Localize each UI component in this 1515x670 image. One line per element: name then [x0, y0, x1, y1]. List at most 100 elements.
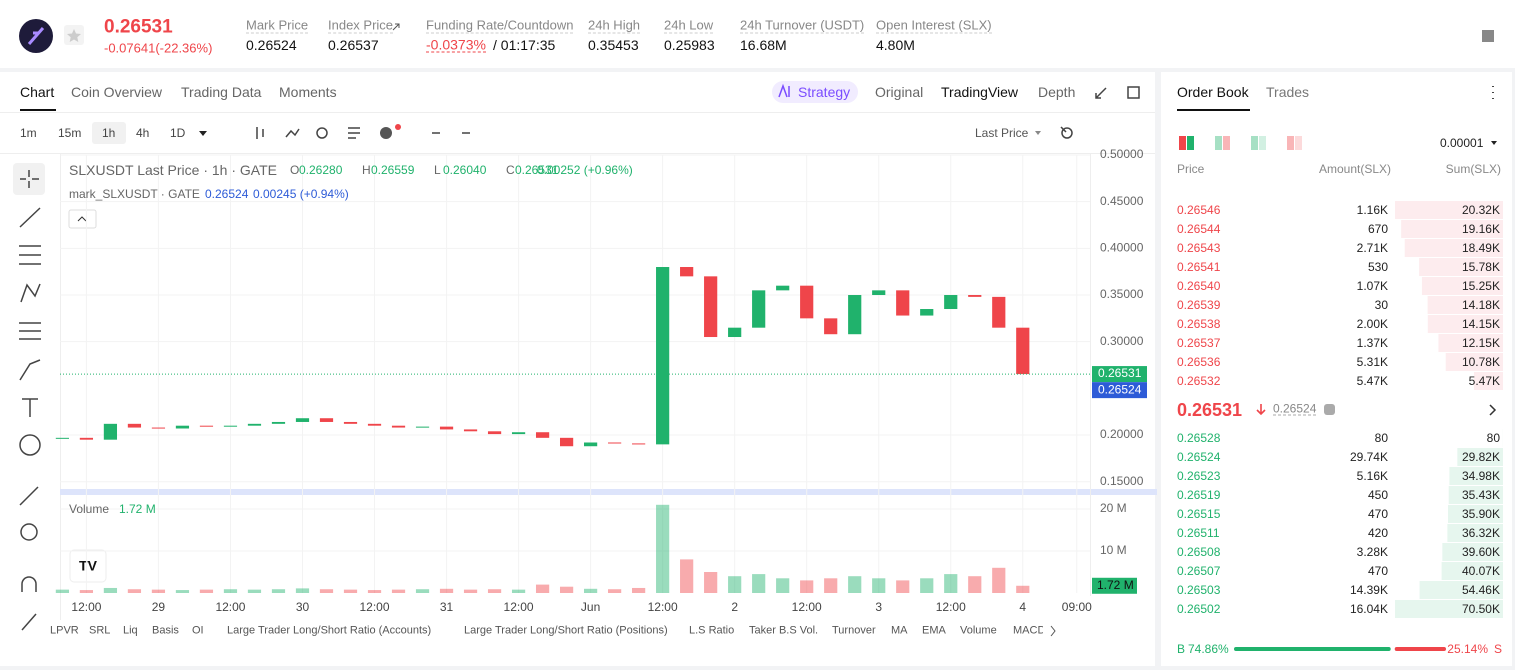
- stat-value: -0.0373%: [426, 36, 486, 53]
- indicator-tab[interactable]: L.S Ratio: [689, 624, 735, 637]
- book-price: 0.26544: [1177, 222, 1221, 236]
- stat-label: 24h Low: [664, 17, 714, 34]
- book-sum: 70.50K: [1461, 602, 1500, 616]
- book-sum: 14.18K: [1461, 298, 1500, 312]
- book-amount: 5.16K: [1356, 469, 1388, 483]
- book-amount: 670: [1367, 222, 1388, 236]
- indicator-tab[interactable]: Large Trader Long/Short Ratio (Positions…: [464, 624, 668, 637]
- chart-tab[interactable]: Moments: [279, 84, 337, 100]
- mark-title: mark_SLXUSDT · GATE: [69, 187, 200, 201]
- book-sum: 35.43K: [1461, 488, 1500, 502]
- volume-value: 1.72 M: [119, 502, 156, 516]
- book-sum: 39.60K: [1461, 545, 1500, 559]
- book-sum: 19.16K: [1461, 222, 1500, 236]
- chart-panel: [0, 72, 1155, 666]
- indicator-tab[interactable]: EMA: [922, 624, 946, 637]
- book-amount: 470: [1367, 507, 1388, 521]
- price-change: -0.07641(-22.36%): [104, 40, 213, 56]
- view-tab[interactable]: Strategy: [798, 84, 851, 100]
- book-price: 0.26502: [1177, 602, 1221, 616]
- sell-ratio: 25.14%: [1447, 642, 1488, 656]
- volume-label: Volume: [69, 502, 110, 516]
- book-price: 0.26537: [1177, 336, 1221, 350]
- book-price: 0.26519: [1177, 488, 1221, 502]
- legend-value: 0.26531: [515, 163, 559, 177]
- indicator-tab[interactable]: Taker B.S Vol.: [749, 624, 819, 637]
- trades-tab[interactable]: Trades: [1266, 84, 1310, 100]
- order-book-tab[interactable]: Order Book: [1177, 84, 1249, 100]
- interval[interactable]: 1m: [20, 126, 37, 140]
- book-sum: 15.78K: [1461, 260, 1500, 274]
- book-sum: 18.49K: [1461, 241, 1500, 255]
- indicator-tab[interactable]: MA: [891, 624, 908, 637]
- last-price: 0.26531: [104, 16, 173, 38]
- stat-extra: / 01:17:35: [493, 37, 556, 53]
- indicator-tab[interactable]: Large Trader Long/Short Ratio (Accounts): [227, 624, 432, 637]
- book-sum: 29.82K: [1461, 450, 1500, 464]
- indicator-tab[interactable]: OI: [192, 624, 204, 637]
- book-price: 0.26508: [1177, 545, 1221, 559]
- book-amount: 80: [1374, 431, 1388, 445]
- chart-tab[interactable]: Trading Data: [181, 84, 262, 100]
- view-tab[interactable]: Depth: [1038, 84, 1076, 100]
- book-sum: 14.15K: [1461, 317, 1500, 331]
- view-tab[interactable]: TradingView: [941, 84, 1019, 100]
- book-sum: 80: [1486, 431, 1500, 445]
- book-sum: 36.32K: [1461, 526, 1500, 540]
- book-price: 0.26524: [1177, 450, 1221, 464]
- book-amount: 470: [1367, 564, 1388, 578]
- buy-ratio: 74.86%: [1188, 642, 1229, 656]
- legend-key: H: [362, 163, 371, 177]
- indicator-tab[interactable]: Volume: [960, 624, 997, 637]
- book-sum: 54.46K: [1461, 583, 1500, 597]
- column-header: Sum(SLX): [1445, 162, 1501, 176]
- buy-label: B: [1177, 642, 1186, 656]
- book-price: 0.26523: [1177, 469, 1221, 483]
- interval[interactable]: 1D: [170, 126, 186, 140]
- column-header: Amount(SLX): [1318, 162, 1391, 176]
- interval[interactable]: 4h: [136, 126, 150, 140]
- mid-price: 0.26531: [1177, 400, 1243, 420]
- stat-value: 4.80M: [876, 37, 915, 53]
- book-amount: 5.31K: [1356, 355, 1388, 369]
- column-header: Price: [1177, 162, 1205, 176]
- precision[interactable]: 0.00001: [1440, 136, 1484, 150]
- book-sum: 35.90K: [1461, 507, 1500, 521]
- book-amount: 2.71K: [1356, 241, 1388, 255]
- stat-value: 0.25983: [664, 37, 715, 53]
- chart-tab[interactable]: Chart: [20, 84, 55, 100]
- legend-value: 0.26559: [371, 163, 415, 177]
- book-price: 0.26539: [1177, 298, 1221, 312]
- book-amount: 3.28K: [1356, 545, 1388, 559]
- book-price: 0.26536: [1177, 355, 1221, 369]
- indicator-tab[interactable]: Basis: [152, 624, 179, 637]
- book-sum: 10.78K: [1461, 355, 1500, 369]
- indicator-tab[interactable]: Liq: [123, 624, 138, 637]
- book-sum: 40.07K: [1461, 564, 1500, 578]
- indicator-tab[interactable]: SRL: [89, 624, 111, 637]
- book-amount: 420: [1367, 526, 1388, 540]
- interval[interactable]: 1h: [102, 126, 116, 140]
- book-amount: 1.16K: [1356, 203, 1388, 217]
- legend-title: SLXUSDT Last Price · 1h · GATE: [69, 162, 277, 178]
- book-amount: 450: [1367, 488, 1388, 502]
- indicator-tab[interactable]: Turnover: [832, 624, 876, 637]
- book-amount: 16.04K: [1349, 602, 1388, 616]
- interval[interactable]: 15m: [58, 126, 82, 140]
- book-amount: 30: [1374, 298, 1388, 312]
- book-amount: 14.39K: [1349, 583, 1388, 597]
- stat-label: 24h High: [588, 17, 641, 34]
- book-amount: 1.37K: [1356, 336, 1388, 350]
- book-sum: 12.15K: [1461, 336, 1500, 350]
- stat-label: 24h Turnover (USDT): [740, 17, 865, 34]
- indicator-tab[interactable]: MACD: [1013, 625, 1043, 637]
- stat-value: 0.35453: [588, 37, 639, 53]
- chart-tab[interactable]: Coin Overview: [71, 84, 163, 100]
- book-price: 0.26515: [1177, 507, 1221, 521]
- stat-value: 0.26524: [246, 37, 297, 53]
- book-price: 0.26511: [1177, 526, 1220, 540]
- indicator-tab[interactable]: LPVR: [50, 624, 79, 637]
- legend-value: 0.26040: [443, 163, 487, 177]
- book-price: 0.26541: [1177, 260, 1221, 274]
- view-tab[interactable]: Original: [875, 84, 924, 100]
